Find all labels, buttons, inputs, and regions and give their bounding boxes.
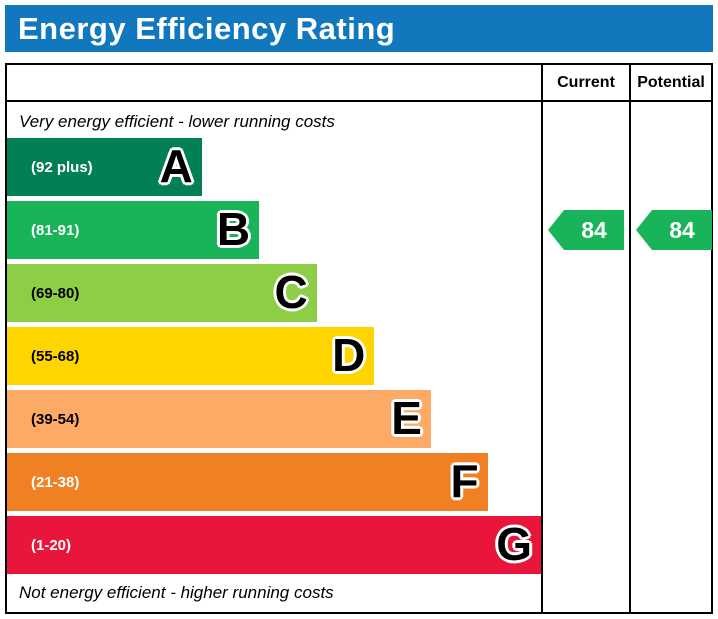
band-a: (92 plus) A — [7, 138, 202, 196]
band-letter: E — [391, 392, 422, 445]
header-spacer — [7, 65, 541, 102]
band-d: (55-68) D — [7, 327, 375, 385]
band-range-label: (92 plus) — [31, 158, 93, 176]
band-g: (1-20) G — [7, 516, 541, 574]
current-arrow-shape — [548, 210, 624, 250]
potential-rating-arrow: 84 — [636, 210, 712, 250]
top-caption: Very energy efficient - lower running co… — [19, 112, 335, 131]
band-b: (81-91) B — [7, 201, 260, 259]
potential-arrow-shape — [636, 210, 712, 250]
bands-area: Very energy efficient - lower running co… — [7, 102, 541, 612]
band-range-label: (81-91) — [31, 221, 80, 239]
band-c: (69-80) C — [7, 264, 317, 322]
current-rating-cell: 84 — [541, 102, 629, 612]
current-rating-arrow: 84 — [548, 210, 624, 250]
band-letter: D — [332, 329, 366, 382]
band-range-label: (39-54) — [31, 410, 80, 428]
potential-rating-value: 84 — [669, 217, 695, 243]
band-letter: F — [450, 455, 479, 508]
potential-rating-cell: 84 — [629, 102, 712, 612]
band-e: (39-54) E — [7, 390, 431, 448]
band-letter: B — [216, 203, 251, 256]
band-letter: C — [274, 266, 308, 319]
bottom-caption: Not energy efficient - higher running co… — [19, 583, 334, 602]
band-range-label: (21-38) — [31, 473, 80, 491]
title-bar: Energy Efficiency Rating — [5, 5, 713, 52]
current-column-header: Current — [541, 65, 629, 102]
band-range-label: (69-80) — [31, 284, 80, 302]
band-letter: G — [496, 518, 532, 571]
potential-column-header: Potential — [629, 65, 711, 102]
page-title: Energy Efficiency Rating — [18, 10, 396, 46]
band-letter: A — [159, 140, 193, 193]
band-range-label: (1-20) — [31, 536, 72, 554]
current-rating-value: 84 — [581, 217, 607, 243]
band-range-label: (55-68) — [31, 347, 80, 365]
bands: (92 plus) A (81-91) B (69-80) C (55-68) D (39-54… — [7, 138, 541, 574]
energy-rating-chart: Current Potential Very energy efficient … — [5, 63, 713, 614]
band-f: (21-38) F — [7, 453, 488, 511]
